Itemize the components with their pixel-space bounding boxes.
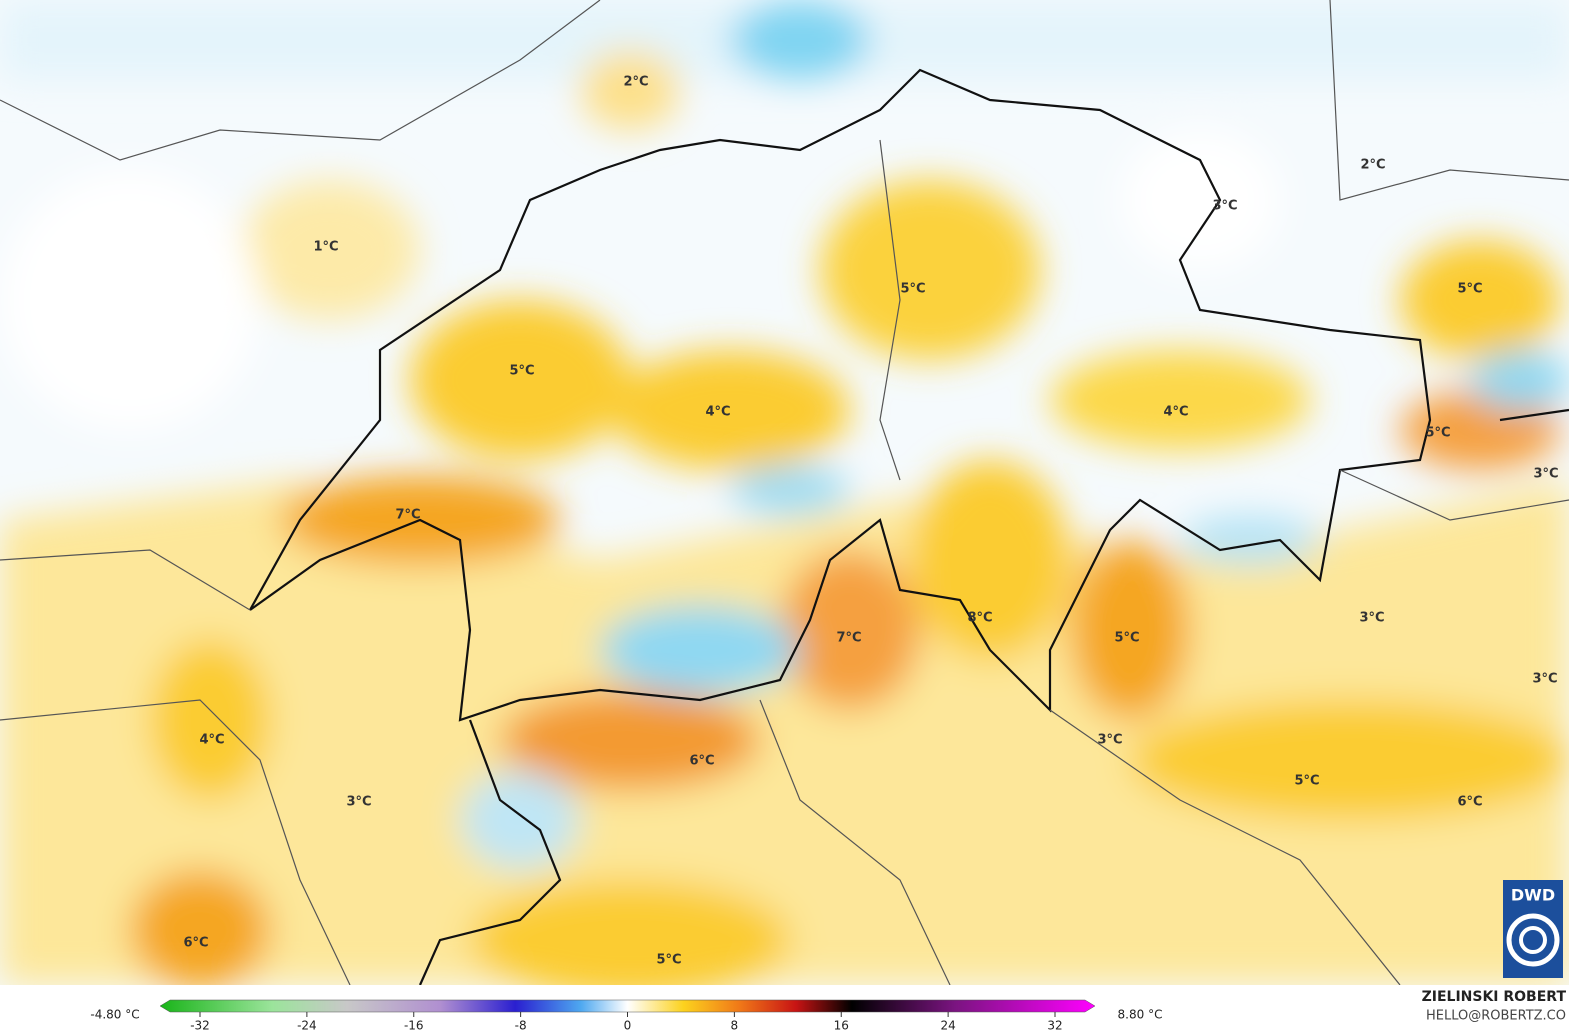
legend-max: 8.80 °C xyxy=(1118,1008,1163,1022)
temperature-label: 3°C xyxy=(1097,733,1122,748)
temperature-label: 4°C xyxy=(199,733,224,748)
colorbar-tick-label: 8 xyxy=(731,1019,739,1033)
temperature-label: 5°C xyxy=(1114,631,1139,646)
temperature-label: 8°C xyxy=(967,611,992,626)
temperature-label: 5°C xyxy=(1425,426,1450,441)
colorbar-tick-label: 32 xyxy=(1047,1019,1062,1033)
temperature-label: 3°C xyxy=(1212,199,1237,214)
temperature-label: 5°C xyxy=(1457,282,1482,297)
temperature-label: 6°C xyxy=(183,936,208,951)
colorbar-tick-label: -8 xyxy=(515,1019,527,1033)
temperature-label: 3°C xyxy=(1533,467,1558,482)
temperature-label: 7°C xyxy=(395,508,420,523)
temperature-label: 2°C xyxy=(623,75,648,90)
temperature-label: 5°C xyxy=(1294,774,1319,789)
temperature-label: 3°C xyxy=(1359,611,1384,626)
temperature-label: 5°C xyxy=(900,282,925,297)
temperature-label: 4°C xyxy=(1163,405,1188,420)
colorbar-tick-label: 16 xyxy=(834,1019,849,1033)
credit-contact: HELLO@ROBERTZ.CO xyxy=(1426,1009,1566,1024)
colorbar-tick-label: -16 xyxy=(404,1019,424,1033)
dwd-logo: DWD xyxy=(1503,880,1563,978)
map: 2°C 1°C 5°C 5°C 4°C 4°C 3°C 2°C 5°C 5°C 3°C 7°C 7°C 8… xyxy=(0,0,1569,1000)
colorbar-tick-label: -24 xyxy=(297,1019,317,1033)
credit-name: ZIELINSKI ROBERT xyxy=(1422,989,1567,1005)
temperature-label: 3°C xyxy=(346,795,371,810)
temperature-label: 2°C xyxy=(1360,158,1385,173)
temperature-label: 3°C xyxy=(1532,672,1557,687)
temperature-label: 6°C xyxy=(689,754,714,769)
temperature-label: 1°C xyxy=(313,240,338,255)
logo-text: DWD xyxy=(1511,886,1555,905)
temperature-label: 5°C xyxy=(656,953,681,968)
colorbar-tick-label: -32 xyxy=(190,1019,210,1033)
temperature-label: 7°C xyxy=(836,631,861,646)
temperature-label: 4°C xyxy=(705,405,730,420)
colorbar-tick-label: 24 xyxy=(940,1019,955,1033)
temperature-label: 5°C xyxy=(509,364,534,379)
temperature-label: 6°C xyxy=(1457,795,1482,810)
colorbar xyxy=(159,999,1096,1013)
colorbar-tick-label: 0 xyxy=(624,1019,632,1033)
legend-min: -4.80 °C xyxy=(90,1008,139,1022)
